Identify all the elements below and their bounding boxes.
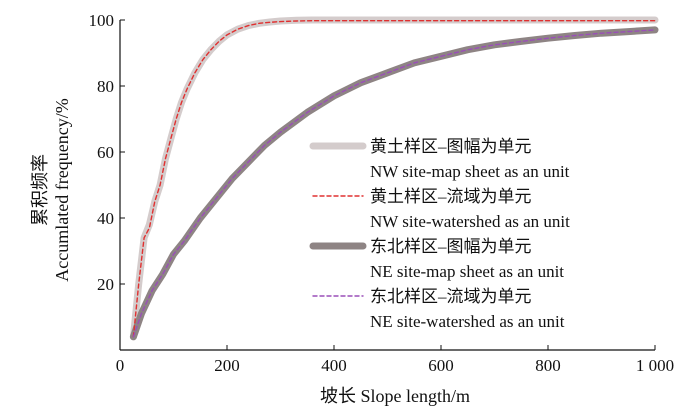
legend-label-nw-watershed-cn: 黄土样区–流域为单元	[370, 187, 532, 206]
x-tick-label: 400	[321, 356, 347, 375]
x-tick-label: 1 000	[636, 356, 674, 375]
x-axis-title: 坡长 Slope length/m	[320, 386, 470, 406]
x-tick-label: 200	[214, 356, 240, 375]
series-line-ne-watershed	[132, 29, 656, 338]
series-layer	[129, 16, 659, 341]
y-tick-label: 100	[89, 11, 115, 30]
legend-label-nw-map-cn: 黄土样区–图幅为单元	[370, 137, 532, 156]
y-tick-label: 20	[97, 275, 114, 294]
legend-label-nw-watershed-en: NW site-watershed as an unit	[370, 212, 570, 231]
y-axis-title-cn: 累积频率	[30, 154, 50, 226]
x-tick-label: 800	[535, 356, 561, 375]
series-line-nw-watershed	[132, 20, 656, 338]
x-tick-label: 600	[428, 356, 454, 375]
legend-label-ne-map-en: NE site-map sheet as an unit	[370, 262, 564, 281]
y-tick-label: 40	[97, 209, 114, 228]
legend-label-ne-watershed-cn: 东北样区–流域为单元	[370, 287, 532, 306]
legend-label-nw-map-en: NW site-map sheet as an unit	[370, 162, 570, 181]
y-tick-label: 60	[97, 143, 114, 162]
legend-label-ne-watershed-en: NE site-watershed as an unit	[370, 312, 565, 331]
axis-ticks: 0 200 400 600 800 1 000 20 40 60 80 100	[89, 11, 675, 375]
legend: 黄土样区–图幅为单元 NW site-map sheet as an unit …	[300, 130, 645, 335]
legend-background	[300, 130, 645, 335]
legend-label-ne-map-cn: 东北样区–图幅为单元	[370, 237, 532, 256]
x-tick-label: 0	[116, 356, 125, 375]
y-axis-title-en: Accumlated frequency/%	[52, 98, 72, 281]
y-tick-label: 80	[97, 77, 114, 96]
